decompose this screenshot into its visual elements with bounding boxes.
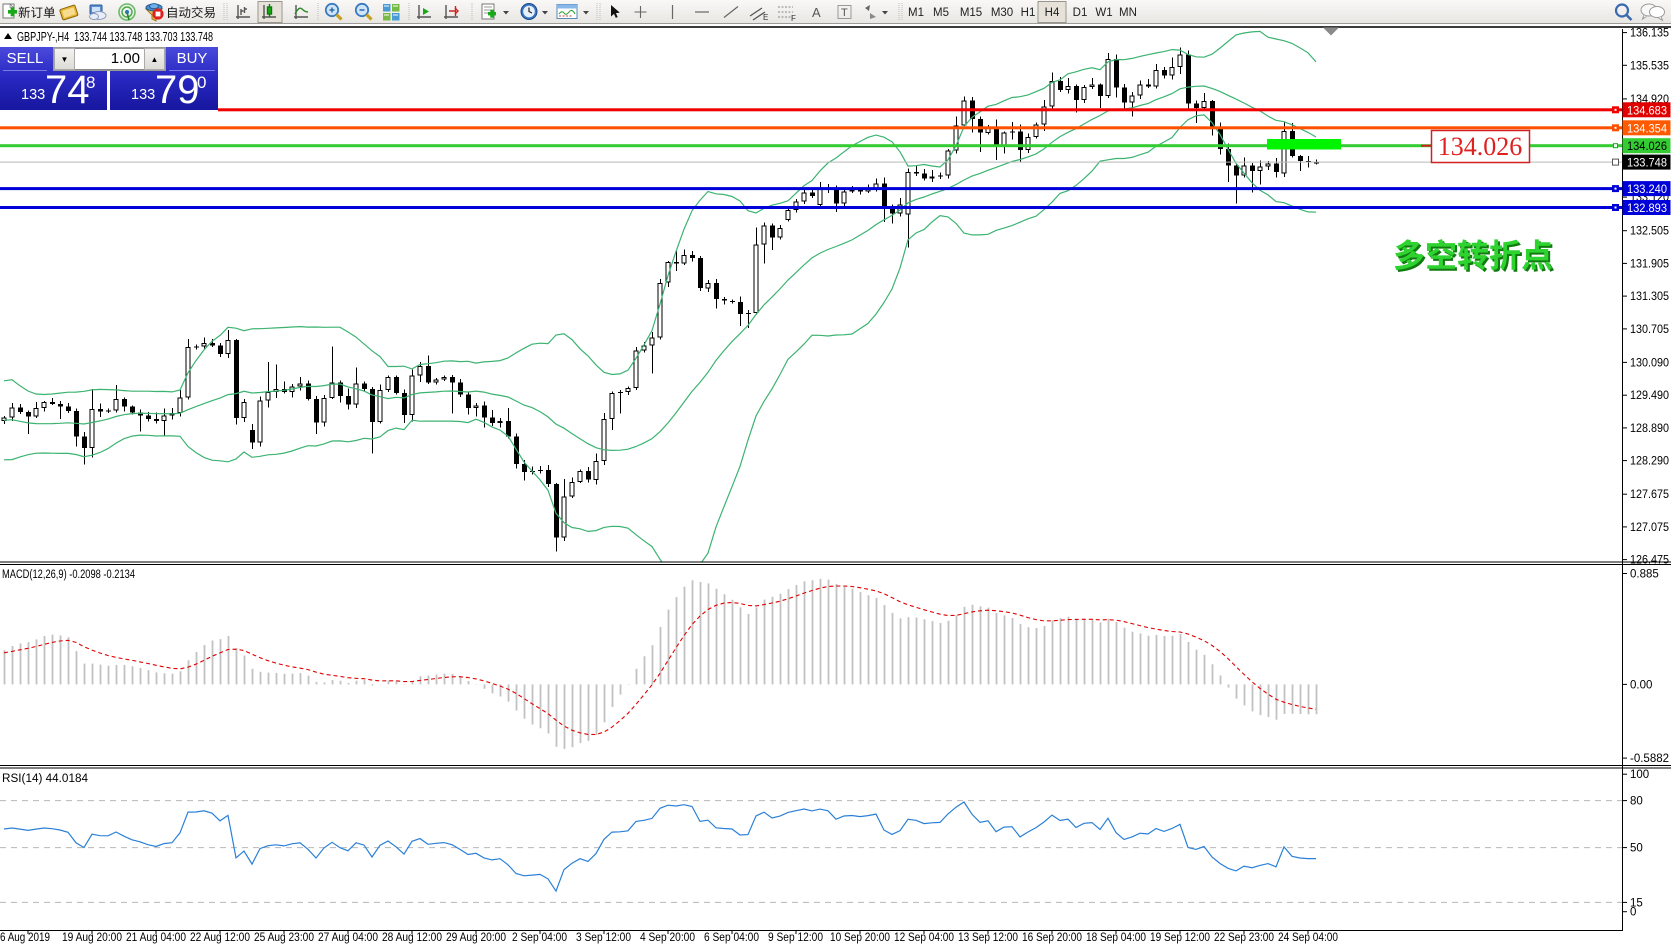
svg-text:M1: M1 [908, 7, 924, 19]
svg-text:A: A [812, 5, 821, 20]
svg-text:18 Sep 04:00: 18 Sep 04:00 [1086, 932, 1146, 944]
svg-text:M5: M5 [933, 7, 949, 19]
svg-text:25 Aug 23:00: 25 Aug 23:00 [254, 932, 314, 944]
svg-text:134.354: 134.354 [1627, 123, 1668, 135]
svg-text:130.705: 130.705 [1630, 324, 1669, 336]
svg-text:H1: H1 [1021, 7, 1036, 19]
svg-text:135.535: 135.535 [1630, 60, 1669, 72]
svg-text:MN: MN [1119, 7, 1137, 19]
svg-text:126.475: 126.475 [1630, 555, 1669, 567]
svg-text:29 Aug 20:00: 29 Aug 20:00 [446, 932, 506, 944]
svg-text:0: 0 [1630, 907, 1636, 919]
svg-text:W1: W1 [1095, 7, 1112, 19]
svg-text:0.00: 0.00 [1630, 679, 1652, 691]
svg-text:M15: M15 [960, 7, 982, 19]
svg-text:10 Sep 20:00: 10 Sep 20:00 [830, 932, 890, 944]
svg-text:0.885: 0.885 [1630, 569, 1659, 581]
svg-text:15: 15 [1630, 897, 1643, 909]
svg-text:6 Sep 04:00: 6 Sep 04:00 [704, 932, 759, 944]
svg-text:134.026: 134.026 [1627, 141, 1667, 153]
svg-text:22 Aug 12:00: 22 Aug 12:00 [190, 932, 250, 944]
svg-text:19 Sep 12:00: 19 Sep 12:00 [1150, 932, 1210, 944]
svg-text:22 Sep 23:00: 22 Sep 23:00 [1214, 932, 1274, 944]
svg-text:134.683: 134.683 [1627, 105, 1667, 117]
svg-text:132.893: 132.893 [1627, 203, 1667, 215]
svg-text:9 Sep 12:00: 9 Sep 12:00 [768, 932, 823, 944]
svg-text:128.290: 128.290 [1630, 456, 1669, 468]
svg-text:131.905: 131.905 [1630, 258, 1669, 270]
svg-text:133.240: 133.240 [1627, 184, 1667, 196]
svg-text:2 Sep 04:00: 2 Sep 04:00 [512, 932, 567, 944]
svg-text:GBPJPY-,H4 133.744 133.748 13: GBPJPY-,H4 133.744 133.748 133.703 133.7… [17, 30, 213, 44]
svg-text:27 Aug 04:00: 27 Aug 04:00 [318, 932, 378, 944]
svg-text:21 Aug 04:00: 21 Aug 04:00 [126, 932, 186, 944]
svg-text:D1: D1 [1073, 7, 1088, 19]
svg-text:132.505: 132.505 [1630, 226, 1669, 238]
svg-text:MACD(12,26,9) -0.2098 -0.2134: MACD(12,26,9) -0.2098 -0.2134 [2, 569, 135, 581]
svg-text:28 Aug 12:00: 28 Aug 12:00 [382, 932, 442, 944]
svg-text:24 Sep 04:00: 24 Sep 04:00 [1278, 932, 1338, 944]
svg-text:6 Aug 2019: 6 Aug 2019 [0, 932, 50, 944]
svg-text:80: 80 [1630, 796, 1643, 808]
svg-text:136.135: 136.135 [1630, 28, 1669, 40]
svg-text:134.026: 134.026 [1438, 132, 1523, 161]
svg-text:13 Sep 12:00: 13 Sep 12:00 [958, 932, 1018, 944]
svg-text:19 Aug 20:00: 19 Aug 20:00 [62, 932, 122, 944]
svg-text:M30: M30 [991, 7, 1013, 19]
svg-text:H4: H4 [1045, 7, 1060, 19]
svg-text:133.748: 133.748 [1627, 158, 1667, 170]
svg-text:F: F [791, 14, 796, 23]
svg-text:50: 50 [1630, 843, 1643, 855]
svg-text:3 Sep 12:00: 3 Sep 12:00 [576, 932, 631, 944]
svg-text:131.305: 131.305 [1630, 291, 1669, 303]
svg-text:RSI(14) 44.0184: RSI(14) 44.0184 [2, 773, 89, 785]
svg-text:130.090: 130.090 [1630, 357, 1669, 369]
svg-text:-0.5882: -0.5882 [1630, 753, 1669, 765]
svg-text:129.490: 129.490 [1630, 390, 1669, 402]
svg-text:127.075: 127.075 [1630, 522, 1669, 534]
svg-text:128.890: 128.890 [1630, 423, 1669, 435]
svg-text:4 Sep 20:00: 4 Sep 20:00 [640, 932, 695, 944]
svg-text:T: T [841, 7, 848, 19]
svg-text:16 Sep 20:00: 16 Sep 20:00 [1022, 932, 1082, 944]
svg-text:E: E [763, 13, 768, 22]
svg-text:12 Sep 04:00: 12 Sep 04:00 [894, 932, 954, 944]
svg-text:100: 100 [1630, 769, 1649, 781]
svg-text:127.675: 127.675 [1630, 489, 1669, 501]
